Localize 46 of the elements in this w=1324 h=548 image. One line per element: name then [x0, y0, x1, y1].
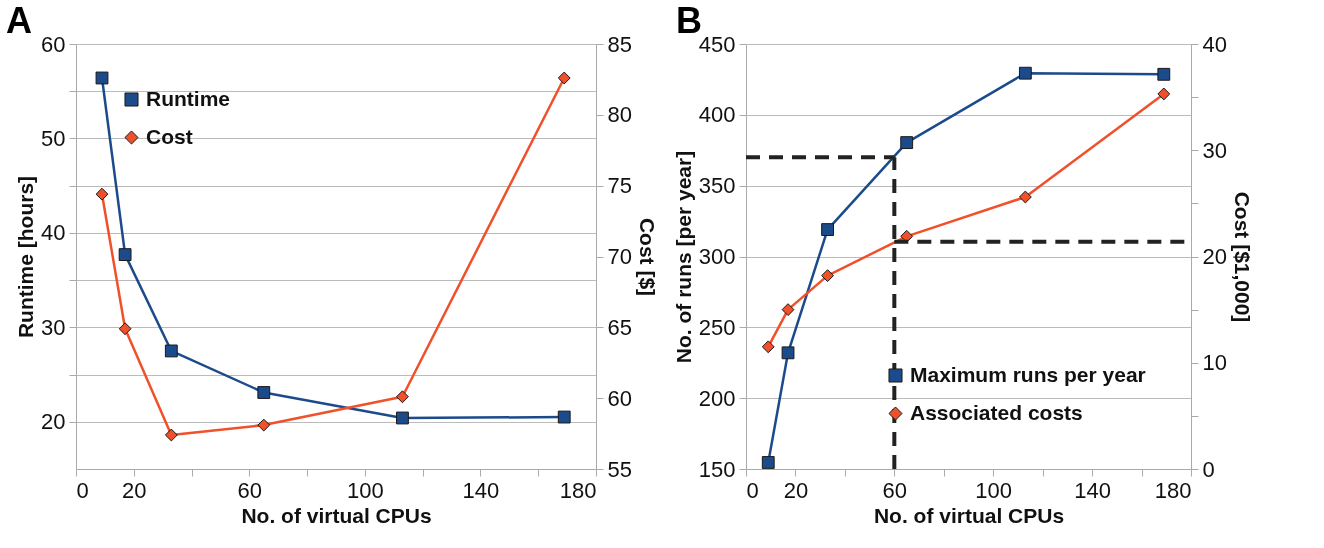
y-tick-label: 350: [698, 173, 736, 199]
y-tick-label: 400: [698, 102, 736, 128]
x-tick-label: 60: [237, 477, 263, 503]
y2-tick-label: 70: [607, 244, 632, 269]
y2-tick-label: 0: [1202, 456, 1215, 482]
x-axis-title: No. of virtual CPUs: [241, 503, 432, 527]
y2-axis-title: Cost [$1,000]: [1230, 191, 1254, 323]
x-tick-label: 100: [975, 477, 1013, 503]
y-tick-label: 40: [41, 220, 66, 246]
chart-title: A: [6, 0, 32, 41]
y2-tick-label: 10: [1202, 350, 1227, 376]
y-tick-label: 50: [41, 125, 66, 151]
y-tick-label: 60: [41, 31, 66, 57]
y-tick-label: 250: [698, 314, 736, 340]
x-axis-title: No. of virtual CPUs: [873, 503, 1065, 527]
y2-tick-label: 40: [1202, 31, 1227, 57]
y2-tick-label: 75: [607, 173, 632, 199]
y2-tick-label: 30: [1202, 137, 1227, 163]
y2-tick-label: 80: [607, 102, 632, 128]
y2-tick-label: 65: [607, 314, 632, 340]
y-axis-title: Runtime [hours]: [14, 175, 38, 339]
y-tick-label: 20: [41, 409, 66, 435]
legend-label: Associated costs: [910, 400, 1083, 424]
x-tick-label: 60: [882, 477, 908, 503]
y2-tick-label: 20: [1202, 244, 1227, 269]
x-tick-label: 0: [746, 477, 759, 503]
x-tick-label: 140: [1074, 477, 1111, 503]
y2-tick-label: 55: [607, 456, 632, 482]
legend-label: Maximum runs per year: [910, 362, 1146, 386]
x-tick-label: 180: [559, 477, 597, 503]
x-tick-label: 140: [462, 477, 500, 503]
x-tick-label: 0: [76, 477, 89, 503]
y-axis-title: No. of runs [per year]: [671, 150, 695, 364]
x-tick-label: 20: [122, 477, 147, 503]
y2-axis-title: Cost [$]: [635, 217, 659, 297]
y-tick-label: 300: [698, 244, 736, 269]
legend-label: Cost: [146, 124, 193, 148]
y-tick-label: 30: [41, 314, 66, 340]
x-tick-label: 100: [347, 477, 384, 503]
y2-tick-label: 85: [607, 31, 632, 57]
y-tick-label: 200: [698, 385, 736, 411]
x-tick-label: 20: [783, 477, 809, 503]
y-tick-label: 150: [698, 456, 736, 482]
y2-tick-label: 60: [607, 385, 632, 411]
x-tick-label: 180: [1154, 477, 1192, 503]
legend-label: Runtime: [146, 86, 230, 110]
